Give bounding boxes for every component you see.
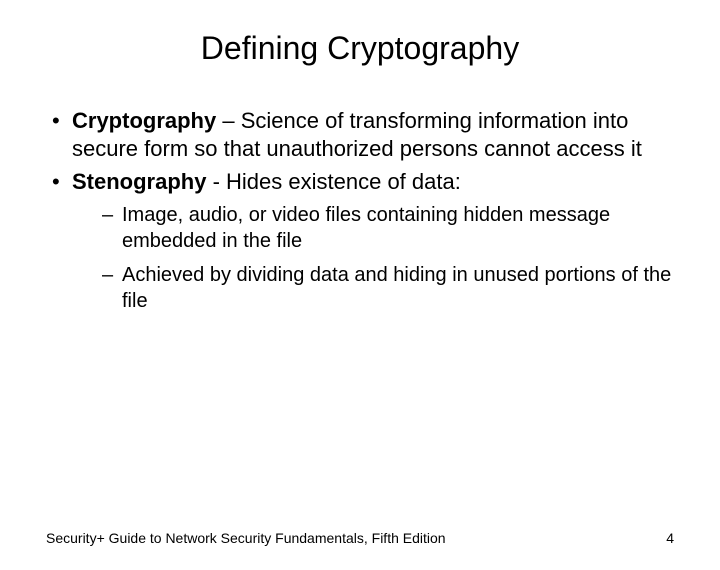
term-text: Cryptography [72,108,216,133]
bullet-item: Stenography - Hides existence of data: I… [46,168,674,314]
separator-text: - [206,169,226,194]
separator-text: – [216,108,240,133]
sub-bullet-item: Image, audio, or video files containing … [100,202,674,254]
sub-bullet-item: Achieved by dividing data and hiding in … [100,262,674,314]
sub-bullet-list: Image, audio, or video files containing … [100,202,674,314]
footer-left-text: Security+ Guide to Network Security Fund… [46,530,446,546]
bullet-list: Cryptography – Science of transforming i… [46,107,674,314]
slide-title: Defining Cryptography [0,30,720,67]
definition-text: Hides existence of data: [226,169,461,194]
bullet-item: Cryptography – Science of transforming i… [46,107,674,162]
page-number: 4 [666,530,674,546]
term-text: Stenography [72,169,206,194]
slide-content: Cryptography – Science of transforming i… [0,107,720,314]
slide: Defining Cryptography Cryptography – Sci… [0,30,720,570]
slide-footer: Security+ Guide to Network Security Fund… [46,530,674,546]
